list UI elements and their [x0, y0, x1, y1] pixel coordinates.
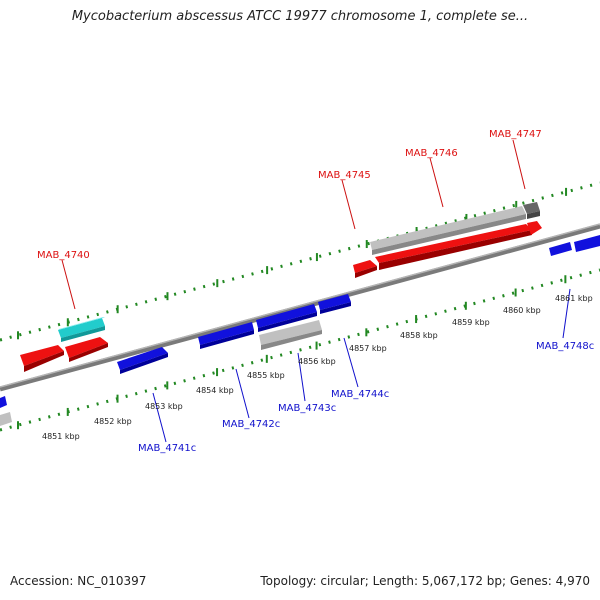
gene-label-MAB_4747[interactable]: MAB_4747: [489, 129, 542, 140]
gene-reverse-3[interactable]: [256, 304, 317, 332]
gene-label-MAB_4746[interactable]: MAB_4746: [405, 148, 458, 159]
kbp-tick-label: 4858 kbp: [400, 331, 438, 340]
gene-forward-1[interactable]: [20, 345, 64, 372]
gene-reverse-edge[interactable]: [0, 396, 7, 408]
gene-reverse-2[interactable]: [198, 322, 254, 349]
gene-label-MAB_4745[interactable]: MAB_4745: [318, 170, 371, 181]
kbp-tick-label: 4853 kbp: [145, 402, 183, 411]
kbp-tick-label: 4857 kbp: [349, 344, 387, 353]
gene-label-MAB_4740[interactable]: MAB_4740: [37, 250, 90, 261]
gene-reverse-6[interactable]: [574, 235, 600, 252]
major-ticks: [17, 187, 568, 430]
gene-MAB_4740-rna[interactable]: [58, 317, 105, 342]
gene-label-MAB_4743c[interactable]: MAB_4743c: [278, 403, 336, 414]
kbp-tick-label: 4854 kbp: [196, 386, 234, 395]
reverse-leader-lines: [152, 288, 571, 443]
kbp-tick-label: 4859 kbp: [452, 318, 490, 327]
gene-reverse-1[interactable]: [117, 347, 168, 374]
gene-forward-4[interactable]: [375, 224, 532, 270]
gene-pseudo-reverse[interactable]: [259, 320, 322, 350]
gene-reverse-4[interactable]: [318, 294, 351, 314]
forward-ruler: [0, 181, 600, 342]
gene-label-MAB_4748c[interactable]: MAB_4748c: [536, 341, 594, 352]
gene-pseudo-reverse-edge[interactable]: [0, 412, 12, 426]
gene-reverse-5[interactable]: [549, 242, 572, 256]
kbp-tick-label: 4861 kbp: [555, 294, 593, 303]
kbp-tick-label: 4860 kbp: [503, 306, 541, 315]
gene-label-MAB_4741c[interactable]: MAB_4741c: [138, 443, 196, 454]
gene-forward-3[interactable]: [353, 260, 377, 278]
kbp-tick-label: 4851 kbp: [42, 432, 80, 441]
genome-summary-text: Topology: circular; Length: 5,067,172 bp…: [260, 574, 590, 588]
kbp-tick-label: 4852 kbp: [94, 417, 132, 426]
gene-label-MAB_4744c[interactable]: MAB_4744c: [331, 389, 389, 400]
kbp-tick-label: 4856 kbp: [298, 357, 336, 366]
accession-text: Accession: NC_010397: [10, 574, 147, 588]
forward-leader-lines: [61, 139, 526, 310]
page-title: Mycobacterium abscessus ATCC 19977 chrom…: [71, 9, 529, 24]
gene-label-MAB_4742c[interactable]: MAB_4742c: [222, 419, 280, 430]
chromosome-backbone: [0, 223, 600, 392]
gene-forward-5[interactable]: [527, 221, 542, 235]
gene-pseudo-forward-end[interactable]: [523, 202, 540, 219]
backbone-highlight: [0, 223, 600, 388]
gene-pseudo-forward[interactable]: [370, 206, 526, 255]
gene-forward-2[interactable]: [65, 337, 108, 362]
kbp-tick-label: 4855 kbp: [247, 371, 285, 380]
reverse-ruler: [0, 268, 600, 432]
